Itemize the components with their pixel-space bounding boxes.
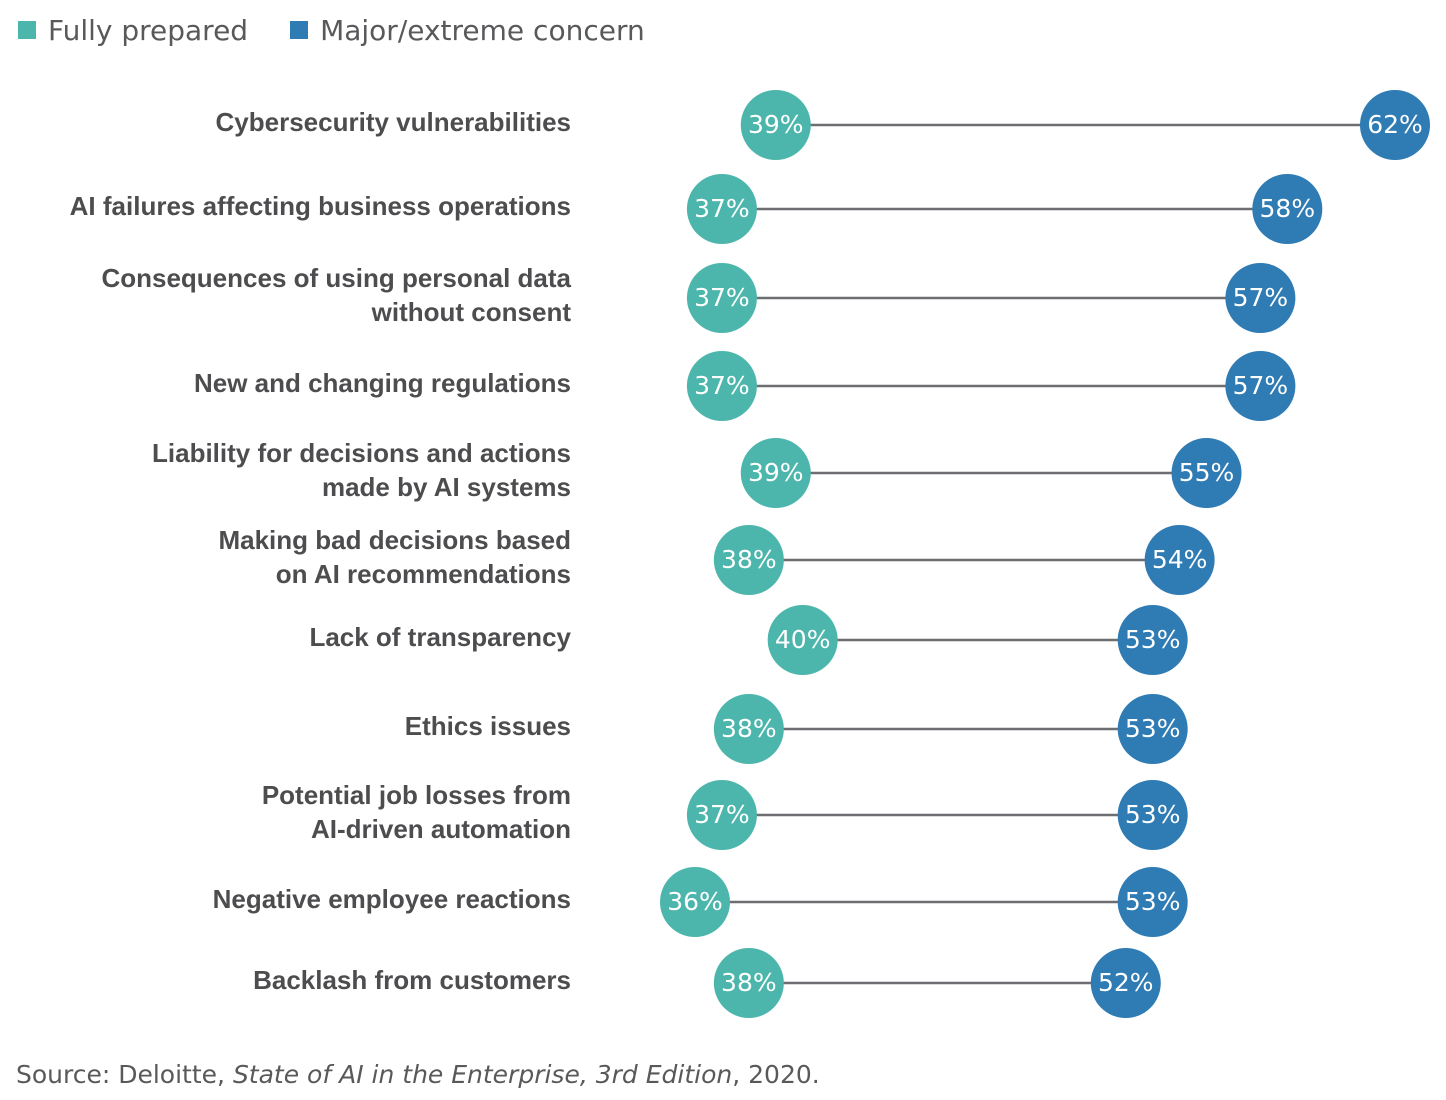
concern-dot bbox=[1360, 90, 1430, 160]
prepared-value-label: 37% bbox=[694, 800, 750, 829]
prepared-value-label: 37% bbox=[694, 371, 750, 400]
legend: Fully prepared Major/extreme concern bbox=[18, 12, 687, 48]
legend-item-major-concern: Major/extreme concern bbox=[290, 14, 645, 47]
category-label: Ethics issues bbox=[404, 711, 571, 741]
prepared-value-label: 39% bbox=[748, 458, 804, 487]
category-label: AI failures affecting business operation… bbox=[69, 191, 571, 221]
concern-value-label: 53% bbox=[1125, 714, 1181, 743]
concern-dot bbox=[1117, 605, 1188, 675]
category-label: Consequences of using personal data with… bbox=[101, 263, 571, 327]
concern-value-label: 54% bbox=[1152, 545, 1208, 574]
prepared-dot bbox=[713, 948, 784, 1018]
category-label: Lack of transparency bbox=[309, 622, 571, 652]
prepared-dot bbox=[713, 694, 784, 764]
legend-label-fully-prepared: Fully prepared bbox=[48, 13, 249, 47]
concern-dot bbox=[1252, 174, 1323, 244]
prepared-value-label: 38% bbox=[721, 968, 777, 997]
category-label: Cybersecurity vulnerabilities bbox=[215, 107, 571, 137]
concern-value-label: 57% bbox=[1233, 371, 1289, 400]
concern-value-label: 53% bbox=[1125, 625, 1181, 654]
concern-value-label: 55% bbox=[1179, 458, 1235, 487]
prepared-dot bbox=[686, 780, 757, 850]
legend-swatch-prepared bbox=[18, 21, 36, 39]
source-note: Source: Deloitte, State of AI in the Ent… bbox=[16, 1060, 820, 1089]
concern-value-label: 62% bbox=[1367, 110, 1423, 139]
concern-dot bbox=[1117, 867, 1188, 937]
prepared-value-label: 38% bbox=[721, 545, 777, 574]
prepared-value-label: 37% bbox=[694, 194, 750, 223]
prepared-dot bbox=[740, 438, 811, 508]
category-label: Potential job losses from AI-driven auto… bbox=[261, 780, 571, 844]
concern-dot bbox=[1225, 351, 1296, 421]
prepared-value-label: 36% bbox=[667, 887, 723, 916]
prepared-dot bbox=[686, 351, 757, 421]
prepared-value-label: 37% bbox=[694, 283, 750, 312]
prepared-value-label: 39% bbox=[748, 110, 804, 139]
category-label: Liability for decisions and actions made… bbox=[152, 438, 571, 502]
concern-value-label: 57% bbox=[1233, 283, 1289, 312]
concern-dot bbox=[1117, 694, 1188, 764]
legend-label-major-concern: Major/extreme concern bbox=[320, 13, 645, 47]
source-prefix: Source: Deloitte, bbox=[16, 1060, 233, 1089]
category-label: Backlash from customers bbox=[253, 965, 571, 995]
prepared-value-label: 38% bbox=[721, 714, 777, 743]
category-label: Negative employee reactions bbox=[212, 884, 571, 914]
category-label: New and changing regulations bbox=[193, 368, 571, 398]
source-suffix: , 2020. bbox=[732, 1060, 820, 1089]
concern-value-label: 58% bbox=[1260, 194, 1316, 223]
prepared-dot bbox=[686, 174, 757, 244]
prepared-dot bbox=[740, 90, 811, 160]
category-label: Making bad decisions based on AI recomme… bbox=[218, 525, 571, 589]
concern-dot bbox=[1225, 263, 1296, 333]
prepared-dot bbox=[660, 867, 730, 937]
concern-value-label: 53% bbox=[1125, 887, 1181, 916]
concern-value-label: 53% bbox=[1125, 800, 1181, 829]
legend-swatch-concern bbox=[290, 21, 309, 39]
prepared-dot bbox=[767, 605, 838, 675]
concern-dot bbox=[1117, 780, 1188, 850]
legend-item-fully-prepared: Fully prepared bbox=[18, 14, 248, 47]
concern-dot bbox=[1171, 438, 1242, 508]
concern-dot bbox=[1090, 948, 1161, 1018]
prepared-value-label: 40% bbox=[775, 625, 831, 654]
prepared-dot bbox=[713, 525, 784, 595]
concern-dot bbox=[1144, 525, 1215, 595]
source-title: State of AI in the Enterprise, 3rd Editi… bbox=[232, 1060, 733, 1089]
prepared-dot bbox=[686, 263, 757, 333]
concern-value-label: 52% bbox=[1098, 968, 1154, 997]
